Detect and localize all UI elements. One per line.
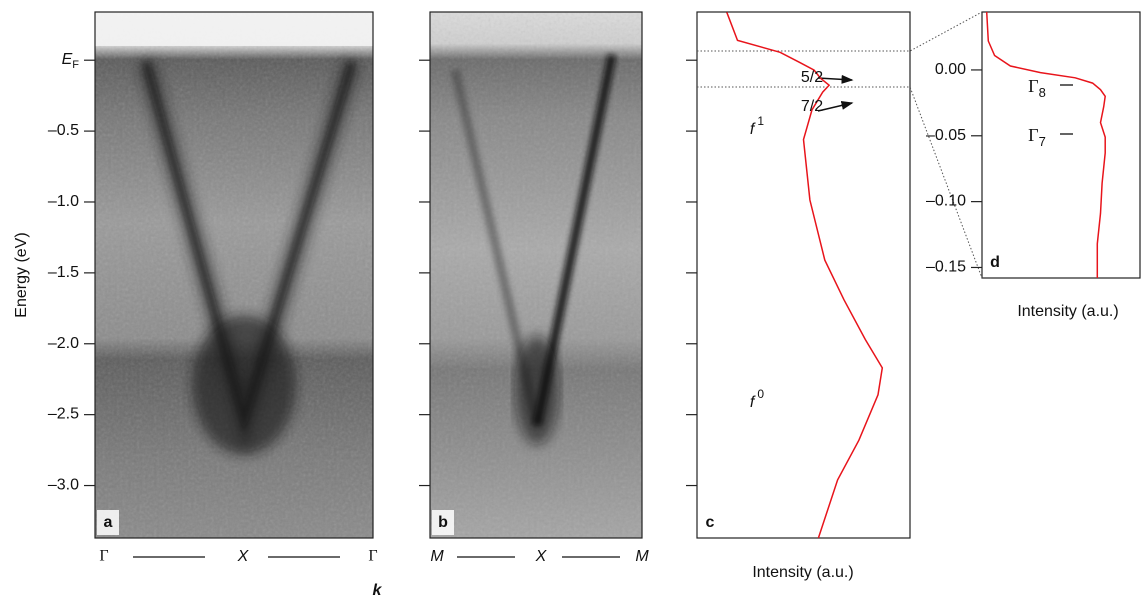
x-point-label: Γ (368, 548, 377, 565)
spectrum-line (726, 12, 884, 539)
y-tick-label-text: –2.0 (48, 335, 79, 352)
annotation-text: 7/2 (801, 98, 823, 115)
y-tick-label-text: –0.05 (926, 127, 966, 144)
panel-label: a (104, 514, 113, 531)
frame-c (696, 11, 911, 539)
y-tick-label-text: E (62, 51, 73, 68)
x-axis-title: k (373, 582, 383, 599)
annotation: Γ8 (1028, 76, 1046, 100)
y-tick-label: –1.5 (48, 264, 79, 281)
annotation-text: f (750, 394, 756, 411)
annotation-text: 5/2 (801, 69, 823, 86)
y-tick-label: –0.10 (926, 193, 966, 210)
y-tick-label: –2.5 (48, 406, 79, 423)
y-tick-label: 0.00 (935, 61, 966, 78)
y-tick-label-text: –1.5 (48, 264, 79, 281)
frame-b (429, 11, 643, 539)
annotation-sup: 1 (757, 114, 764, 128)
annotation-sub: 8 (1039, 85, 1046, 100)
y-axis-title: Energy (eV) (13, 232, 30, 317)
y-tick-label: –0.05 (926, 127, 966, 144)
annotation-sup: 0 (757, 387, 764, 401)
y-tick-label-text: –0.5 (48, 122, 79, 139)
annotation: Γ7 (1028, 125, 1046, 149)
spectrum-line (985, 11, 1106, 278)
panel-label: b (438, 514, 448, 531)
x-point-label: Γ (99, 548, 108, 565)
zoom-guides (697, 11, 983, 279)
annotation-text: f (750, 121, 756, 138)
annotation-text: Γ (1028, 76, 1038, 96)
annotation: f1 (750, 114, 764, 138)
x-axis-title: Intensity (a.u.) (1017, 303, 1118, 320)
annotation: 7/2 (801, 98, 823, 115)
y-tick-label-text: –1.0 (48, 193, 79, 210)
y-tick-label: –0.15 (926, 259, 966, 276)
frame-d (981, 11, 1141, 279)
y-tick-label-text: 0.00 (935, 61, 966, 78)
arpes-map-a (95, 12, 373, 538)
x-point-label: M (635, 548, 649, 565)
y-tick-label-text: –0.10 (926, 193, 966, 210)
panel-label-bg (432, 510, 454, 535)
y-tick-label-sub: F (72, 59, 79, 71)
arrows (817, 74, 1073, 135)
y-tick-label-text: –0.15 (926, 259, 966, 276)
y-tick-label: –3.0 (48, 477, 79, 494)
x-point-label: M (430, 548, 444, 565)
y-tick-label-text: –3.0 (48, 477, 79, 494)
x-point-label: X (535, 548, 548, 565)
y-tick-label: –1.0 (48, 193, 79, 210)
annotation-text: Γ (1028, 125, 1038, 145)
annotation-sub: 7 (1039, 134, 1046, 149)
panel-label: c (706, 514, 715, 531)
panel-label: d (990, 254, 1000, 271)
x-axis-title: Intensity (a.u.) (752, 564, 853, 581)
annotation: 5/2 (801, 69, 823, 86)
y-tick-label-text: –2.5 (48, 406, 79, 423)
x-point-label: X (237, 548, 250, 565)
arpes-map-b (430, 12, 642, 538)
y-tick-label: –0.5 (48, 122, 79, 139)
panel-label-bg (97, 510, 119, 535)
y-tick-label: EF (62, 51, 80, 71)
y-tick-label: –2.0 (48, 335, 79, 352)
annotation: f0 (750, 387, 764, 411)
frame-a (94, 11, 374, 539)
